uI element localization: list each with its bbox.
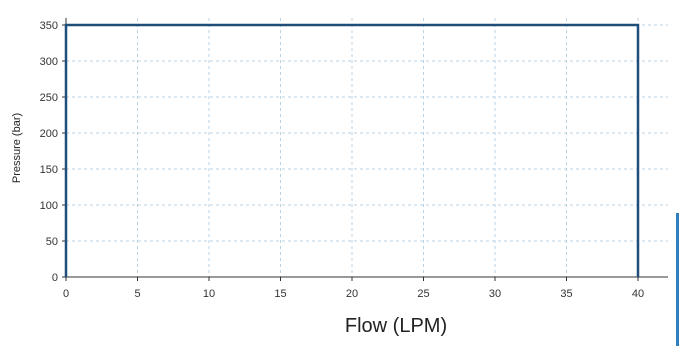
series-group xyxy=(64,23,640,277)
x-tick-label: 20 xyxy=(346,288,358,300)
x-tick-labels: 0 5 10 15 20 25 30 35 40 xyxy=(63,277,644,300)
x-tick-label: 15 xyxy=(274,288,286,300)
y-tick-label: 350 xyxy=(40,20,58,32)
x-tick-label: 0 xyxy=(63,288,69,300)
y-tick-labels: 0 50 100 150 200 250 300 350 xyxy=(40,20,66,284)
y-tick-label: 150 xyxy=(40,164,58,176)
y-axis-label: Pressure (bar) xyxy=(11,113,23,183)
accent-bar xyxy=(676,213,679,346)
grid-lines xyxy=(65,18,668,278)
x-tick-label: 30 xyxy=(489,288,501,300)
y-tick-label: 100 xyxy=(40,200,58,212)
y-tick-label: 250 xyxy=(40,92,58,104)
axes xyxy=(65,18,668,278)
series-line-0 xyxy=(64,23,640,277)
x-tick-label: 25 xyxy=(417,288,429,300)
x-axis-label: Flow (LPM) xyxy=(344,315,448,337)
x-tick-label: 40 xyxy=(632,288,644,300)
y-tick-label: 300 xyxy=(40,56,58,68)
y-tick-label: 200 xyxy=(40,128,58,140)
x-tick-label: 5 xyxy=(134,288,140,300)
y-tick-label: 0 xyxy=(52,272,58,284)
x-tick-label: 35 xyxy=(560,288,572,300)
x-tick-label: 10 xyxy=(203,288,215,300)
y-tick-label: 50 xyxy=(46,236,58,248)
